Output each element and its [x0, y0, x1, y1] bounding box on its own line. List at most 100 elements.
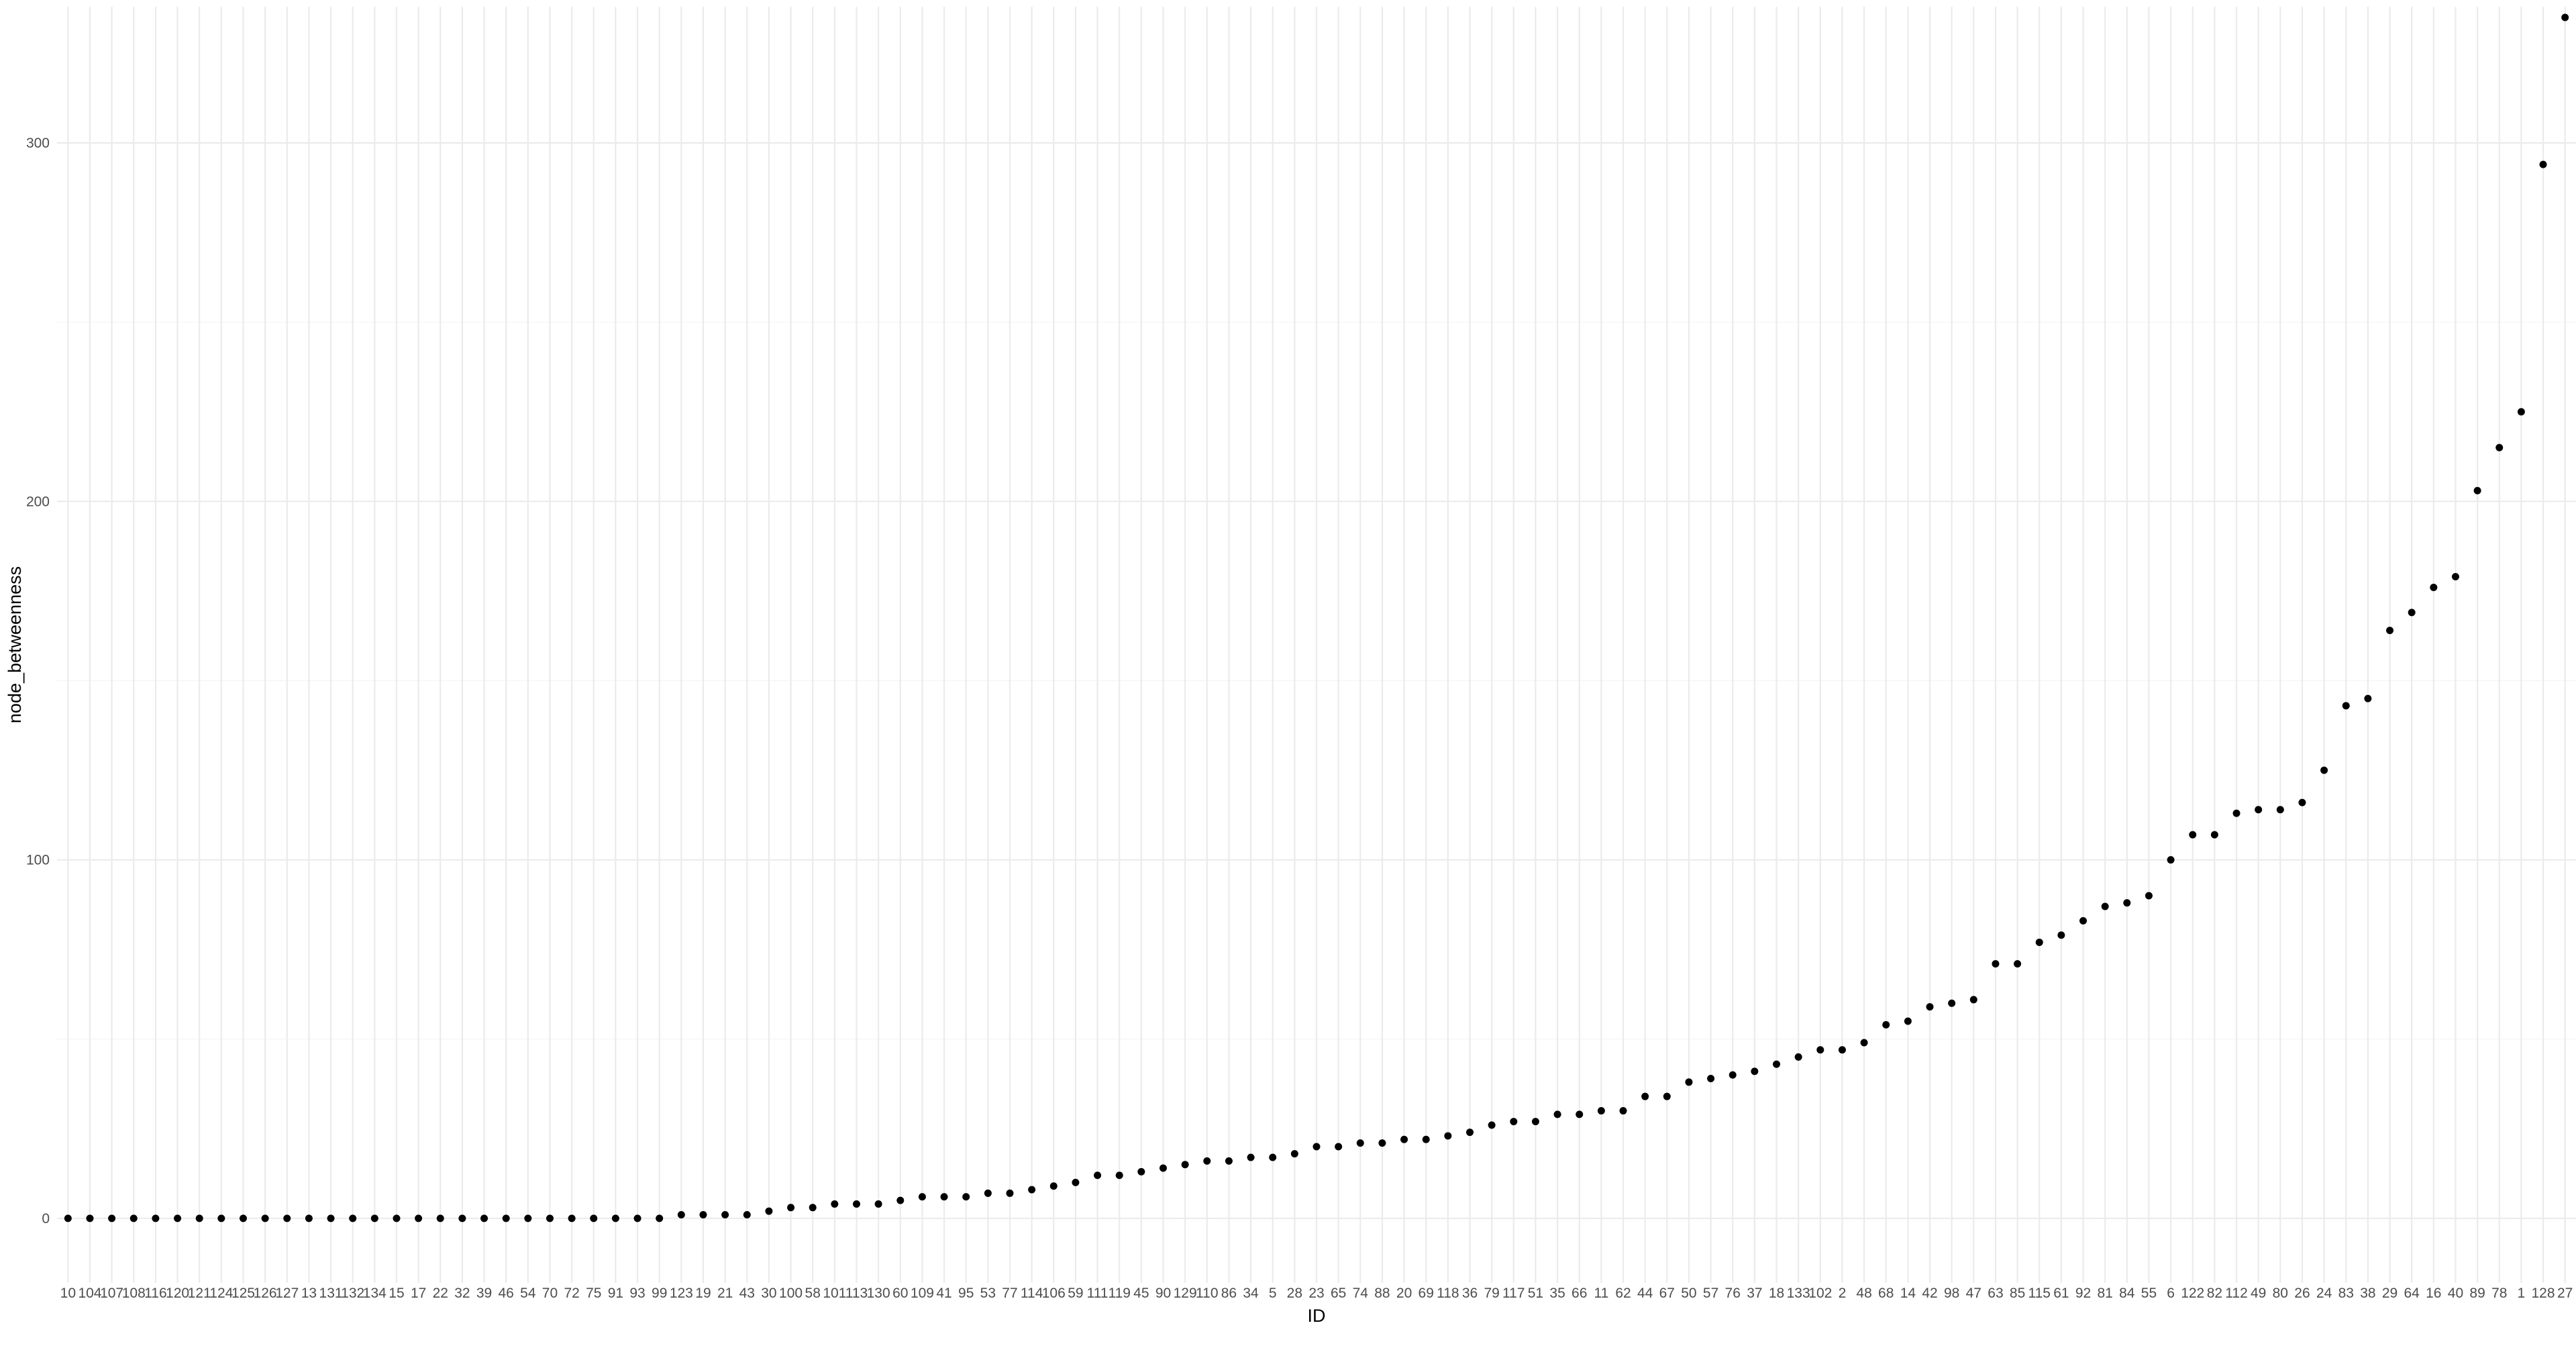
x-tick-label: 47: [1966, 1286, 1981, 1301]
x-tick-label: 122: [2181, 1286, 2204, 1301]
x-tick-label: 35: [1549, 1286, 1565, 1301]
x-tick-label: 107: [100, 1286, 123, 1301]
x-tick-label: 20: [1396, 1286, 1412, 1301]
data-point-120: [174, 1214, 181, 1222]
x-tick-label: 14: [1900, 1286, 1916, 1301]
data-point-114: [1028, 1186, 1035, 1194]
x-tick-label: 115: [2028, 1286, 2050, 1301]
data-point-102: [1816, 1046, 1824, 1053]
x-tick-label: 2: [1839, 1286, 1847, 1301]
x-tick-label: 134: [363, 1286, 387, 1301]
data-point-86: [1225, 1157, 1233, 1165]
x-tick-label: 116: [144, 1286, 166, 1301]
data-point-112: [2233, 810, 2240, 817]
data-point-58: [809, 1204, 817, 1211]
data-point-22: [437, 1214, 444, 1222]
x-tick-label: 74: [1353, 1286, 1369, 1301]
data-point-134: [371, 1214, 378, 1222]
data-point-16: [2430, 584, 2437, 591]
x-tick-label: 77: [1002, 1286, 1017, 1301]
x-tick-label: 40: [2448, 1286, 2463, 1301]
data-point-69: [1423, 1136, 1430, 1143]
x-tick-label: 101: [823, 1286, 846, 1301]
x-tick-label: 34: [1243, 1286, 1259, 1301]
data-point-133: [1795, 1053, 1802, 1061]
data-point-127: [283, 1214, 291, 1222]
x-tick-label: 44: [1637, 1286, 1653, 1301]
x-tick-label: 84: [2119, 1286, 2135, 1301]
data-point-28: [1291, 1150, 1298, 1157]
data-point-44: [1641, 1093, 1649, 1100]
data-point-95: [962, 1193, 970, 1200]
x-tick-label: 21: [717, 1286, 733, 1301]
data-point-59: [1072, 1179, 1079, 1186]
x-tick-label: 68: [1878, 1286, 1894, 1301]
data-point-77: [1006, 1190, 1013, 1197]
x-tick-label: 90: [1155, 1286, 1171, 1301]
x-tick-label: 98: [1944, 1286, 1959, 1301]
x-tick-label: 54: [520, 1286, 536, 1301]
data-point-88: [1378, 1139, 1386, 1147]
data-point-17: [415, 1214, 422, 1222]
data-point-78: [2495, 444, 2503, 452]
x-tick-label: 88: [1374, 1286, 1390, 1301]
data-point-121: [196, 1214, 203, 1222]
data-point-67: [1663, 1093, 1671, 1100]
data-point-75: [590, 1214, 597, 1222]
x-tick-label: 6: [2167, 1286, 2175, 1301]
data-point-83: [2342, 702, 2350, 709]
data-point-122: [2189, 831, 2196, 839]
x-tick-label: 112: [2225, 1286, 2247, 1301]
x-tick-label: 13: [301, 1286, 317, 1301]
x-tick-label: 41: [936, 1286, 951, 1301]
x-tick-label: 28: [1287, 1286, 1302, 1301]
data-point-72: [568, 1214, 576, 1222]
data-point-49: [2255, 806, 2262, 813]
x-tick-label: 66: [1572, 1286, 1587, 1301]
data-point-11: [1598, 1107, 1605, 1114]
data-point-27: [2561, 14, 2569, 21]
y-tick-label: 100: [26, 853, 50, 868]
data-point-91: [612, 1214, 619, 1222]
data-point-124: [217, 1214, 225, 1222]
x-axis-title: ID: [1308, 1306, 1326, 1326]
data-point-82: [2211, 831, 2218, 839]
x-tick-label: 49: [2251, 1286, 2266, 1301]
data-point-35: [1554, 1110, 1561, 1118]
data-point-42: [1926, 1003, 1934, 1010]
data-point-20: [1400, 1136, 1408, 1143]
data-point-26: [2298, 799, 2306, 806]
data-point-123: [678, 1211, 685, 1218]
data-point-131: [327, 1214, 335, 1222]
x-tick-label: 125: [231, 1286, 255, 1301]
x-tick-label: 127: [275, 1286, 299, 1301]
x-tick-label: 26: [2294, 1286, 2310, 1301]
data-point-1: [2518, 408, 2525, 415]
x-tick-label: 118: [1437, 1286, 1459, 1301]
data-point-23: [1313, 1143, 1321, 1150]
x-tick-label: 100: [779, 1286, 803, 1301]
x-tick-label: 113: [845, 1286, 868, 1301]
x-tick-label: 15: [389, 1286, 404, 1301]
data-point-10: [64, 1214, 72, 1222]
data-point-41: [941, 1193, 948, 1200]
data-point-74: [1357, 1139, 1364, 1147]
data-point-24: [2320, 766, 2328, 774]
data-point-62: [1620, 1107, 1627, 1114]
data-point-132: [349, 1214, 356, 1222]
x-tick-label: 23: [1308, 1286, 1324, 1301]
data-point-126: [262, 1214, 269, 1222]
data-point-40: [2452, 573, 2459, 580]
x-tick-label: 120: [166, 1286, 189, 1301]
data-point-21: [721, 1211, 729, 1218]
data-point-47: [1970, 996, 1977, 1003]
x-tick-label: 106: [1042, 1286, 1066, 1301]
data-point-34: [1247, 1154, 1255, 1161]
data-point-109: [919, 1193, 926, 1200]
x-tick-labels: 10 104107108116120121124125126127 13 131132…: [60, 1286, 2573, 1301]
data-point-30: [765, 1208, 772, 1215]
x-tick-label: 11: [1594, 1286, 1608, 1301]
data-point-90: [1160, 1165, 1167, 1172]
data-point-100: [787, 1204, 794, 1211]
